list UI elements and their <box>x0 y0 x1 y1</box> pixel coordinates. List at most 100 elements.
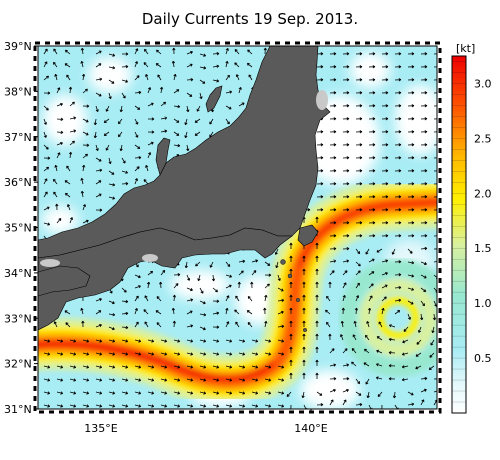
current-arrow <box>375 363 383 367</box>
current-arrow <box>420 130 428 134</box>
current-arrow <box>407 221 415 225</box>
current-arrow <box>420 65 428 69</box>
current-arrow <box>119 144 123 152</box>
current-arrow <box>173 391 181 395</box>
current-arrow <box>340 334 344 341</box>
current-arrow <box>108 79 115 84</box>
current-arrow <box>251 259 259 263</box>
current-arrow <box>381 272 388 276</box>
current-arrow <box>171 60 176 68</box>
current-arrow <box>355 65 363 69</box>
current-arrow <box>186 105 190 113</box>
current-arrow <box>275 261 279 269</box>
current-arrow <box>95 310 102 315</box>
current-arrow <box>186 51 193 55</box>
current-arrow <box>329 208 337 212</box>
current-arrow <box>342 208 350 212</box>
current-arrow <box>407 91 415 95</box>
current-arrow <box>157 74 162 81</box>
current-arrow <box>173 89 180 94</box>
lat-label: 38°N <box>4 85 32 98</box>
current-arrow <box>315 242 319 249</box>
current-arrow <box>134 178 138 185</box>
current-arrow <box>366 320 370 328</box>
current-arrow <box>355 195 363 199</box>
current-arrow <box>199 92 203 100</box>
current-arrow <box>365 248 370 255</box>
current-arrow <box>134 307 138 315</box>
current-arrow <box>56 117 64 121</box>
colorbar: [kt] 3.0 2.5 2.0 1.5 1.0 0.5 <box>451 42 492 414</box>
current-arrow <box>316 208 324 212</box>
current-arrow <box>82 204 86 211</box>
current-arrow <box>355 282 360 289</box>
current-arrow <box>186 352 194 356</box>
current-arrow <box>368 283 374 289</box>
current-arrow <box>316 52 324 56</box>
current-arrow <box>171 307 176 315</box>
current-arrow <box>289 372 293 379</box>
current-arrow <box>416 339 422 345</box>
current-arrow <box>342 195 350 199</box>
current-arrow <box>156 322 162 328</box>
current-arrow <box>43 131 47 138</box>
current-arrow <box>55 203 59 211</box>
current-arrow <box>407 65 415 69</box>
current-arrow <box>54 164 58 172</box>
current-arrow <box>134 61 138 68</box>
current-arrow <box>340 320 344 328</box>
current-arrow <box>134 118 139 125</box>
lat-label: 36°N <box>4 176 32 189</box>
current-arrow <box>121 378 129 382</box>
current-arrow <box>316 195 324 199</box>
current-arrow <box>95 92 102 97</box>
current-arrow <box>394 104 402 108</box>
kii-peninsula <box>38 227 293 331</box>
current-arrow <box>394 91 402 95</box>
current-arrow <box>134 166 140 172</box>
current-arrow <box>147 141 154 146</box>
current-arrow <box>315 333 319 340</box>
current-arrow <box>316 78 324 82</box>
current-arrow <box>355 261 361 267</box>
current-arrow <box>225 105 232 110</box>
current-arrow <box>225 47 229 55</box>
current-arrow <box>433 118 437 120</box>
current-arrow <box>172 294 176 302</box>
current-arrow <box>186 378 194 382</box>
current-arrow <box>316 182 324 186</box>
current-arrow <box>381 234 389 238</box>
current-arrow <box>329 259 337 263</box>
current-arrow <box>234 62 240 68</box>
current-arrow <box>238 378 246 382</box>
current-arrow <box>186 310 193 315</box>
current-arrow <box>381 195 389 199</box>
current-arrow <box>160 339 168 343</box>
current-arrow <box>69 404 77 408</box>
current-arrow <box>381 208 389 212</box>
current-arrow <box>105 144 110 151</box>
current-arrow <box>108 326 115 331</box>
current-arrow <box>368 234 376 238</box>
current-arrow <box>95 339 103 343</box>
current-arrow <box>377 391 383 397</box>
current-arrow <box>289 268 293 275</box>
current-arrow <box>289 281 293 288</box>
current-arrow <box>407 104 415 108</box>
current-arrow <box>420 91 428 95</box>
current-arrow <box>264 273 272 277</box>
current-arrow <box>121 170 129 174</box>
current-arrow <box>407 182 415 186</box>
current-arrow <box>238 391 246 395</box>
current-arrow <box>212 325 220 329</box>
current-arrow <box>433 196 437 198</box>
current-arrow <box>394 298 402 302</box>
current-arrow <box>156 296 162 302</box>
current-arrow <box>199 378 207 382</box>
current-arrow <box>56 218 62 224</box>
current-arrow <box>394 260 402 264</box>
current-arrow <box>134 274 141 279</box>
current-arrow <box>67 204 71 211</box>
current-arrow <box>355 143 363 147</box>
lat-label: 39°N <box>4 40 32 53</box>
